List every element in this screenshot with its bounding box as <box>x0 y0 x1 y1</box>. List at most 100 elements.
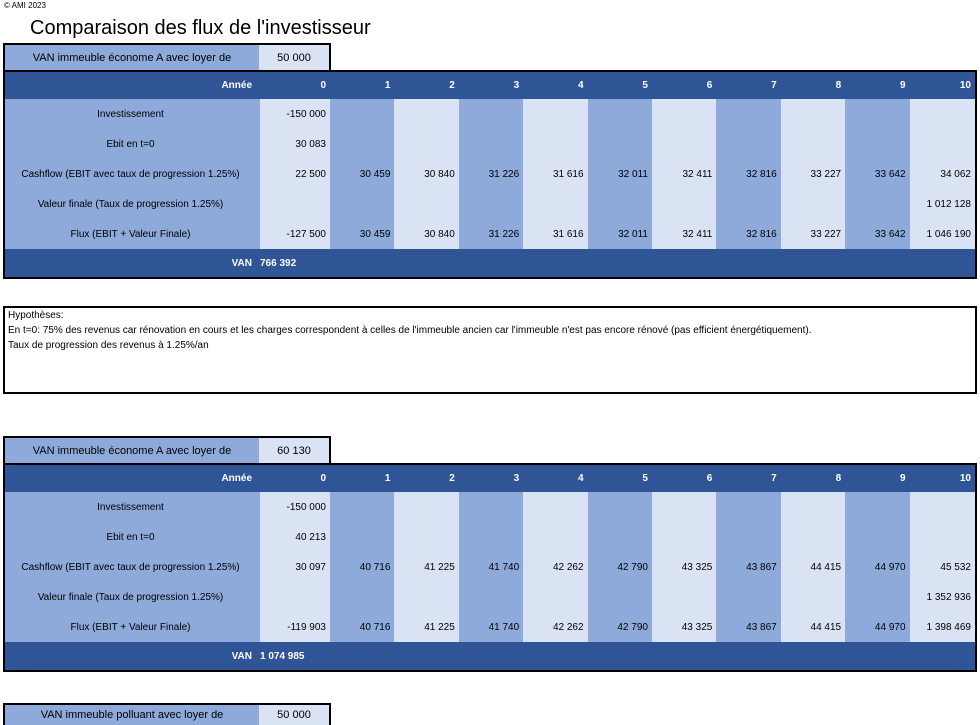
value-cell[interactable] <box>330 129 395 159</box>
value-cell[interactable]: 31 616 <box>523 219 588 249</box>
value-cell[interactable]: 22 500 <box>260 159 330 189</box>
value-cell[interactable]: 44 970 <box>845 612 910 642</box>
value-cell[interactable]: -150 000 <box>260 99 330 129</box>
value-cell[interactable]: 42 262 <box>523 612 588 642</box>
value-cell[interactable] <box>458 492 524 522</box>
value-cell[interactable] <box>330 522 395 552</box>
value-cell[interactable]: 31 226 <box>458 219 524 249</box>
value-cell[interactable] <box>458 99 524 129</box>
value-cell[interactable] <box>458 129 524 159</box>
value-cell[interactable] <box>716 522 781 552</box>
value-cell[interactable] <box>716 129 781 159</box>
value-cell[interactable] <box>260 189 330 219</box>
value-cell[interactable]: 32 816 <box>716 219 781 249</box>
value-cell[interactable] <box>716 582 781 612</box>
value-cell[interactable]: 33 642 <box>845 219 910 249</box>
value-cell[interactable] <box>909 492 975 522</box>
value-cell[interactable] <box>523 492 588 522</box>
value-cell[interactable] <box>780 129 846 159</box>
value-cell[interactable]: 42 262 <box>523 552 588 582</box>
value-cell[interactable]: 44 415 <box>780 612 846 642</box>
value-cell[interactable]: 32 011 <box>587 219 652 249</box>
value-cell[interactable] <box>523 582 588 612</box>
value-cell[interactable] <box>909 99 975 129</box>
value-cell[interactable] <box>587 492 652 522</box>
value-cell[interactable]: 32 411 <box>651 159 717 189</box>
value-cell[interactable] <box>330 492 395 522</box>
value-cell[interactable]: 43 867 <box>716 612 781 642</box>
value-cell[interactable] <box>458 582 524 612</box>
value-cell[interactable] <box>587 129 652 159</box>
value-cell[interactable] <box>780 189 846 219</box>
value-cell[interactable] <box>587 582 652 612</box>
value-cell[interactable]: 31 616 <box>523 159 588 189</box>
value-cell[interactable] <box>780 582 846 612</box>
value-cell[interactable] <box>780 522 846 552</box>
value-cell[interactable] <box>909 129 975 159</box>
value-cell[interactable]: 44 415 <box>780 552 846 582</box>
value-cell[interactable] <box>260 582 330 612</box>
value-cell[interactable] <box>845 492 910 522</box>
value-cell[interactable] <box>651 522 717 552</box>
value-cell[interactable] <box>394 99 459 129</box>
value-cell[interactable]: 30 459 <box>330 159 395 189</box>
value-cell[interactable]: 42 790 <box>587 612 652 642</box>
value-cell[interactable]: 33 227 <box>780 219 846 249</box>
value-cell[interactable]: 1 352 936 <box>909 582 975 612</box>
value-cell[interactable]: 43 325 <box>651 612 717 642</box>
value-cell[interactable] <box>780 99 846 129</box>
value-cell[interactable]: 30 840 <box>394 159 459 189</box>
value-cell[interactable] <box>458 522 524 552</box>
value-cell[interactable] <box>587 99 652 129</box>
value-cell[interactable]: 30 097 <box>260 552 330 582</box>
value-cell[interactable]: 31 226 <box>458 159 524 189</box>
value-cell[interactable]: 1 046 190 <box>909 219 975 249</box>
value-cell[interactable] <box>716 99 781 129</box>
value-cell[interactable]: 41 225 <box>394 612 459 642</box>
value-cell[interactable] <box>330 582 395 612</box>
value-cell[interactable] <box>587 189 652 219</box>
value-cell[interactable] <box>845 522 910 552</box>
value-cell[interactable]: 32 411 <box>651 219 717 249</box>
value-cell[interactable] <box>845 582 910 612</box>
value-cell[interactable]: 33 642 <box>845 159 910 189</box>
value-cell[interactable] <box>845 189 910 219</box>
value-cell[interactable]: 33 227 <box>780 159 846 189</box>
value-cell[interactable]: 43 325 <box>651 552 717 582</box>
value-cell[interactable]: 40 716 <box>330 552 395 582</box>
value-cell[interactable] <box>845 99 910 129</box>
value-cell[interactable]: 30 459 <box>330 219 395 249</box>
value-cell[interactable] <box>330 189 395 219</box>
value-cell[interactable] <box>394 522 459 552</box>
value-cell[interactable]: 43 867 <box>716 552 781 582</box>
value-cell[interactable] <box>716 492 781 522</box>
value-cell[interactable]: 32 816 <box>716 159 781 189</box>
value-cell[interactable]: -150 000 <box>260 492 330 522</box>
value-cell[interactable] <box>523 189 588 219</box>
value-cell[interactable] <box>394 189 459 219</box>
value-cell[interactable]: 30 083 <box>260 129 330 159</box>
value-cell[interactable]: 1 012 128 <box>909 189 975 219</box>
value-cell[interactable] <box>523 522 588 552</box>
value-cell[interactable]: 40 213 <box>260 522 330 552</box>
value-cell[interactable] <box>394 582 459 612</box>
value-cell[interactable] <box>523 129 588 159</box>
value-cell[interactable]: 34 062 <box>909 159 975 189</box>
rent-value-cell[interactable]: 60 130 <box>259 438 329 464</box>
value-cell[interactable] <box>909 522 975 552</box>
value-cell[interactable] <box>458 189 524 219</box>
value-cell[interactable]: -119 903 <box>260 612 330 642</box>
value-cell[interactable]: 41 740 <box>458 552 524 582</box>
value-cell[interactable]: 42 790 <box>587 552 652 582</box>
value-cell[interactable]: 45 532 <box>909 552 975 582</box>
rent-value-cell[interactable]: 50 000 <box>259 45 329 71</box>
value-cell[interactable]: 40 716 <box>330 612 395 642</box>
value-cell[interactable]: 32 011 <box>587 159 652 189</box>
value-cell[interactable] <box>394 129 459 159</box>
value-cell[interactable] <box>651 129 717 159</box>
value-cell[interactable]: -127 500 <box>260 219 330 249</box>
value-cell[interactable] <box>651 189 717 219</box>
value-cell[interactable] <box>845 129 910 159</box>
value-cell[interactable] <box>587 522 652 552</box>
value-cell[interactable] <box>651 582 717 612</box>
